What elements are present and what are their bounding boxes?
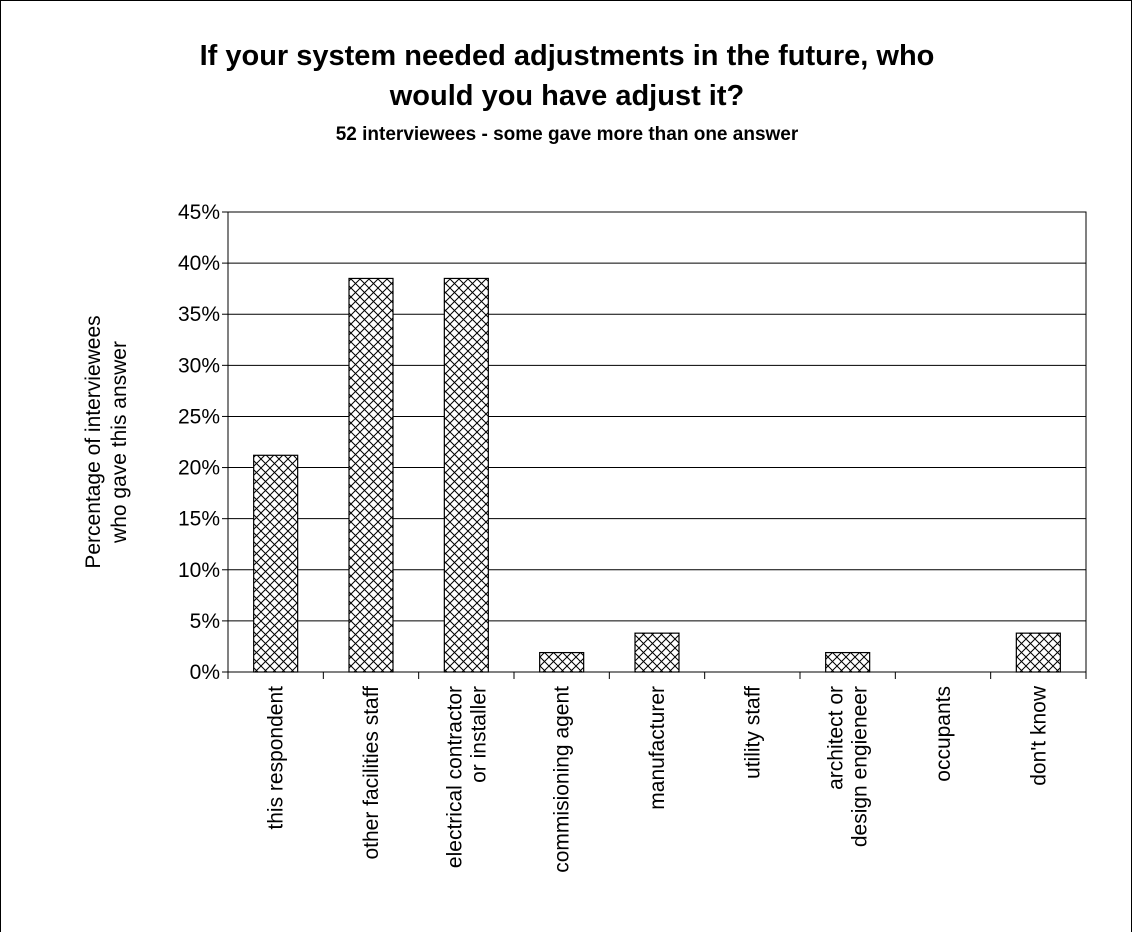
y-tick-label: 30%: [178, 354, 220, 377]
bar: [443, 277, 489, 673]
y-tick-label: 10%: [178, 559, 220, 582]
y-tick-label: 40%: [178, 252, 220, 275]
x-tick-label: design engieneer: [849, 686, 872, 847]
bar: [1015, 632, 1061, 673]
chart-title-line-1: If your system needed adjustments in the…: [199, 40, 935, 72]
y-tick-label: 45%: [178, 201, 220, 224]
bar: [539, 651, 585, 673]
x-tick-label: utility staff: [741, 686, 764, 779]
y-axis-label: Percentage of interviewees: [82, 315, 105, 568]
x-tick-label: this respondent: [265, 686, 288, 830]
y-tick-label: 35%: [178, 303, 220, 326]
y-tick-label: 20%: [178, 457, 220, 480]
x-tick-label: commisioning agent: [551, 686, 574, 873]
x-tick-label: electrical contractor: [443, 686, 466, 868]
x-tick-label: manufacturer: [646, 686, 669, 810]
chart-title-line-2: would you have adjust it?: [389, 80, 745, 112]
bar: [348, 277, 394, 673]
bar: [634, 632, 680, 673]
x-tick-label: architect or: [825, 686, 848, 790]
x-tick-label: occupants: [932, 686, 955, 782]
y-tick-label: 5%: [190, 610, 220, 633]
y-axis-label: who gave this answer: [108, 341, 131, 544]
y-tick-label: 15%: [178, 508, 220, 531]
x-tick-label: don't know: [1027, 685, 1050, 786]
y-tick-label: 0%: [190, 661, 220, 684]
bar: [825, 651, 871, 673]
x-tick-label: other facilities staff: [360, 686, 383, 860]
x-tick-label: or installer: [467, 686, 490, 783]
chart-subtitle: 52 interviewees - some gave more than on…: [335, 124, 799, 145]
bar: [253, 454, 299, 673]
y-tick-label: 25%: [178, 405, 220, 428]
